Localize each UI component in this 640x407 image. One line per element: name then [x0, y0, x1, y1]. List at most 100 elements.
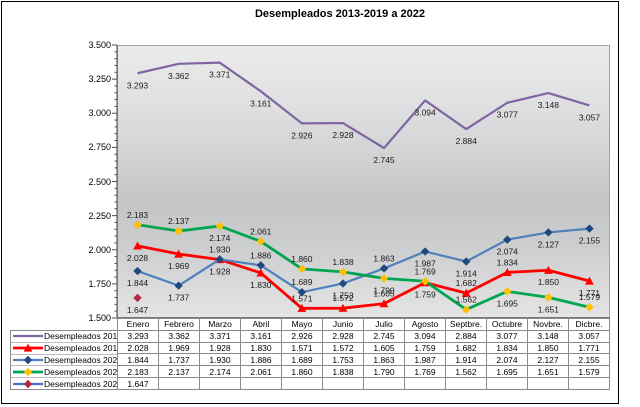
table-header-cell: Marzo — [200, 319, 241, 331]
data-label: 1.834 — [497, 257, 519, 267]
data-label: 2.884 — [456, 136, 478, 146]
table-cell: 1.987 — [405, 354, 446, 367]
y-axis-tick-label: 2.000 — [88, 244, 111, 255]
data-label: 1.759 — [414, 290, 436, 300]
data-label: 1.651 — [538, 304, 560, 314]
data-label: 1.647 — [127, 305, 149, 315]
table-cell: 2.745 — [364, 330, 405, 343]
y-axis-tick-label: 1.500 — [88, 313, 111, 323]
table-cell — [200, 378, 241, 390]
legend-key-icon — [13, 355, 43, 365]
table-cell: 1.562 — [446, 366, 487, 379]
table-cell — [446, 378, 487, 390]
data-label: 3.293 — [127, 80, 149, 90]
data-label: 1.930 — [209, 244, 231, 254]
table-cell: 1.969 — [159, 342, 200, 355]
data-label: 1.790 — [373, 285, 395, 295]
legend-label: Desempleados 2021 — [44, 366, 117, 377]
table-cell: 1.930 — [200, 354, 241, 367]
table-cell — [569, 378, 610, 390]
table-cell: 3.057 — [569, 330, 610, 343]
table-cell: 1.695 — [487, 366, 528, 379]
data-label: 1.886 — [250, 250, 272, 260]
table-cell: 1.759 — [405, 342, 446, 355]
table-header-cell: Dicbre. — [569, 319, 610, 331]
table-header-cell: Novbre. — [528, 319, 569, 331]
data-label: 1.830 — [250, 280, 272, 290]
data-label: 1.682 — [456, 278, 478, 288]
table-cell: 2.127 — [528, 354, 569, 367]
table-cell: 1.863 — [364, 354, 405, 367]
table-cell: 3.148 — [528, 330, 569, 343]
data-label: 1.863 — [373, 253, 395, 263]
table-cell: 1.579 — [569, 366, 610, 379]
table-cell — [528, 378, 569, 390]
table-cell: 1.844 — [118, 354, 159, 367]
table-cell: 2.155 — [569, 354, 610, 367]
y-axis-tick-label: 3.000 — [88, 108, 111, 119]
legend-key-icon — [13, 367, 43, 376]
table-header-cell: Agosto — [405, 319, 446, 331]
table-cell: 2.028 — [118, 342, 159, 355]
data-label: 1.914 — [456, 268, 478, 278]
data-label: 3.057 — [579, 112, 601, 122]
table-header-cell: Julio — [364, 319, 405, 331]
data-label: 1.571 — [291, 293, 313, 303]
data-label: 1.969 — [168, 261, 190, 271]
data-label: 2.137 — [168, 216, 190, 226]
data-label: 2.155 — [579, 236, 601, 246]
table-cell: 1.769 — [405, 366, 446, 379]
data-label: 2.074 — [497, 247, 519, 257]
table-cell: 2.174 — [200, 366, 241, 379]
legend-item: Desempleados 2020 — [11, 355, 117, 367]
y-axis-tick-label: 1.750 — [88, 278, 111, 289]
table-header-cell: Febrero — [159, 319, 200, 331]
legend-label: Desempleados 2022 — [44, 378, 117, 389]
y-axis-tick-label: 3.250 — [88, 74, 111, 85]
data-label: 1.838 — [332, 257, 354, 267]
table-cell: 1.651 — [528, 366, 569, 379]
table-cell: 1.838 — [323, 366, 364, 379]
table-cell: 2.061 — [241, 366, 282, 379]
table-cell: 3.094 — [405, 330, 446, 343]
table-cell: 1.605 — [364, 342, 405, 355]
data-table: Enero Febrero Marzo Abril Mayo Junio Julio Agos… — [117, 318, 610, 390]
table-cell: 1.860 — [282, 366, 323, 379]
table-cell: 1.771 — [569, 342, 610, 355]
table-header-cell: Octubre — [487, 319, 528, 331]
data-label: 1.850 — [538, 277, 560, 287]
table-cell — [323, 378, 364, 390]
table-cell: 1.647 — [118, 378, 159, 390]
y-axis-tick-label: 2.750 — [88, 142, 111, 153]
data-label: 2.926 — [291, 130, 313, 140]
table-cell: 2.183 — [118, 366, 159, 379]
data-label: 2.745 — [373, 155, 395, 165]
data-label: 1.769 — [414, 266, 436, 276]
data-label: 1.605 — [373, 289, 395, 299]
table-cell: 1.682 — [446, 342, 487, 355]
data-label: 3.161 — [250, 98, 272, 108]
data-label: 1.689 — [291, 277, 313, 287]
data-label: 3.094 — [414, 107, 436, 117]
table-header-cell: Enero — [118, 319, 159, 331]
chart-legend: Desempleados 2013 Desempleados 2019 Desemp… — [10, 330, 117, 390]
table-cell: 1.790 — [364, 366, 405, 379]
legend-key-icon — [13, 343, 43, 352]
table-cell: 2.884 — [446, 330, 487, 343]
data-label: 2.174 — [209, 233, 231, 243]
table-cell: 1.850 — [528, 342, 569, 355]
table-cell: 1.571 — [282, 342, 323, 355]
table-cell — [282, 378, 323, 390]
table-cell: 1.753 — [323, 354, 364, 367]
data-label: 1.771 — [579, 288, 601, 298]
table-header-cell: Mayo — [282, 319, 323, 331]
table-cell: 3.161 — [241, 330, 282, 343]
legend-item: Desempleados 2019 — [11, 343, 117, 355]
table-cell: 1.834 — [487, 342, 528, 355]
data-label: 2.183 — [127, 210, 149, 220]
table-cell: 2.926 — [282, 330, 323, 343]
data-label: 2.061 — [250, 226, 272, 236]
table-cell — [487, 378, 528, 390]
